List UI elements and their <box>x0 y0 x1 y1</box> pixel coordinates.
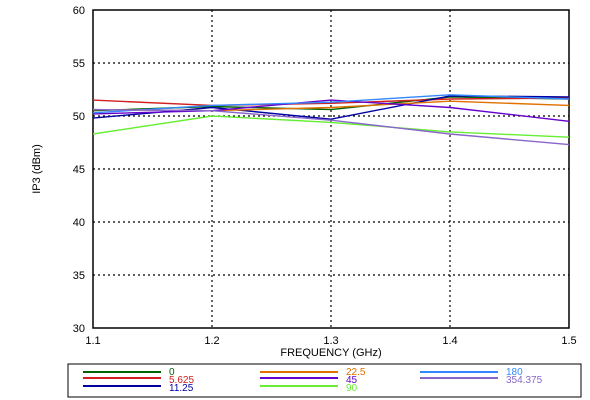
series-line-180 <box>92 94 570 114</box>
legend-label: 90 <box>346 383 358 394</box>
series-line-354-375 <box>92 108 570 146</box>
series-line-45 <box>92 99 570 122</box>
legend-label: 45 <box>346 375 358 386</box>
series-line-90 <box>92 115 570 138</box>
legend-label: 180 <box>506 367 523 378</box>
x-tick-label: 1.3 <box>323 335 338 347</box>
legend-label: 22.5 <box>346 367 366 378</box>
series-line-5-625 <box>92 97 570 107</box>
x-tick-labels: 1.1 1.2 1.3 1.4 1.5 <box>85 335 576 347</box>
y-tick-label: 35 <box>73 270 85 282</box>
y-tick-label: 60 <box>73 5 85 17</box>
y-tick-label: 40 <box>73 217 85 229</box>
series-lines <box>92 94 570 146</box>
y-tick-label: 50 <box>73 111 85 123</box>
x-tick-label: 1.4 <box>442 335 457 347</box>
legend-label: 0 <box>169 367 175 378</box>
legend-label: 11.25 <box>169 383 194 394</box>
y-tick-label: 30 <box>73 323 85 335</box>
x-tick-label: 1.1 <box>85 335 100 347</box>
grid-lines <box>93 10 569 328</box>
y-tick-label: 45 <box>73 164 85 176</box>
legend-label: 5.625 <box>169 375 194 386</box>
x-tick-label: 1.5 <box>561 335 576 347</box>
legend-box <box>67 363 582 398</box>
y-tick-labels: 30 35 40 45 50 55 60 <box>73 5 85 335</box>
x-axis-label: FREQUENCY (GHz) <box>280 347 381 359</box>
y-tick-label: 55 <box>73 58 85 70</box>
y-axis-label: IP3 (dBm) <box>31 144 43 194</box>
legend-label: 354.375 <box>506 375 543 386</box>
plot-area-frame <box>92 9 570 329</box>
x-tick-label: 1.2 <box>204 335 219 347</box>
